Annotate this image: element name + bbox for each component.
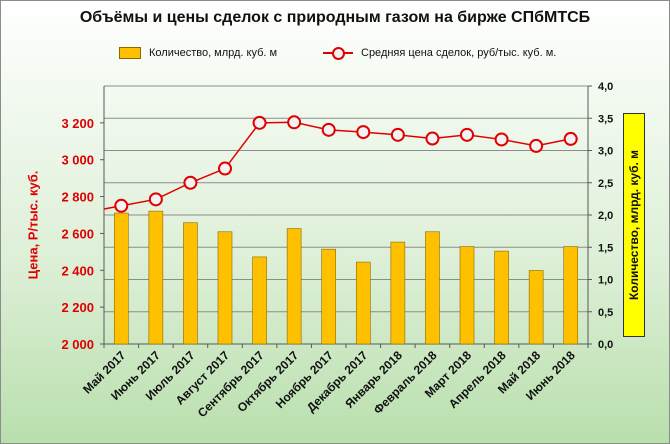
bar [148, 210, 164, 345]
legend-label-price: Средняя цена сделок, руб/тыс. куб. м. [361, 47, 557, 59]
bar [113, 212, 129, 345]
bar [217, 231, 233, 345]
left-tick-label: 3 200 [61, 116, 94, 131]
legend-label-volume: Количество, млрд. куб. м [149, 47, 278, 59]
bar [494, 250, 509, 345]
bar [390, 241, 406, 345]
bar [286, 228, 302, 345]
price-marker [287, 115, 302, 130]
price-marker [563, 131, 578, 146]
price-marker [529, 138, 544, 153]
right-axis-title: Количество, млрд. куб. м [623, 113, 645, 337]
price-marker [356, 125, 371, 140]
price-marker [114, 198, 129, 213]
price-marker [321, 122, 336, 137]
right-tick-label: 3,0 [598, 146, 613, 158]
bar [183, 222, 198, 345]
right-tick-label: 3,5 [598, 113, 613, 125]
price-marker [494, 132, 509, 147]
legend: Количество, млрд. куб. м Средняя цена сд… [1, 47, 669, 67]
price-marker [183, 175, 198, 190]
legend-item-price: Средняя цена сделок, руб/тыс. куб. м. [323, 47, 557, 60]
legend-bar-swatch [119, 47, 141, 59]
right-tick-label: 4,0 [598, 81, 613, 93]
chart-title: Объёмы и цены сделок с природным газом н… [79, 9, 591, 26]
bar [321, 248, 337, 345]
price-marker [390, 127, 405, 142]
right-tick-label: 2,5 [598, 178, 613, 190]
price-marker [218, 161, 232, 176]
price-marker [425, 131, 440, 146]
bar [425, 231, 440, 345]
right-tick-label: 1,5 [598, 242, 613, 254]
right-tick-label: 0,5 [598, 307, 613, 319]
bar [459, 246, 475, 345]
bar [355, 261, 371, 345]
left-tick-label: 2 600 [61, 226, 94, 241]
left-tick-label: 2 200 [61, 300, 94, 315]
right-tick-label: 0,0 [598, 339, 613, 351]
legend-item-volume: Количество, млрд. куб. м [119, 47, 277, 59]
bar [252, 256, 267, 345]
bar [528, 270, 544, 345]
left-tick-label: 2 800 [61, 190, 94, 205]
right-tick-label: 1,0 [598, 275, 613, 287]
bar [563, 246, 579, 345]
left-tick-label: 3 000 [61, 153, 94, 168]
right-tick-label: 2,0 [598, 210, 613, 222]
price-marker [252, 115, 267, 130]
price-marker [148, 192, 163, 207]
left-tick-label: 2 000 [61, 337, 94, 352]
legend-line-swatch [323, 47, 353, 60]
price-marker [460, 127, 474, 142]
left-tick-label: 2 400 [61, 263, 94, 278]
